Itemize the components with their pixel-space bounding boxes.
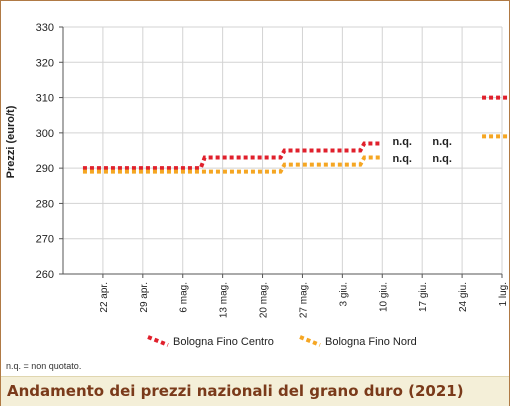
- x-tick-label: 27 mag.: [298, 282, 309, 318]
- series-line-nord: [82, 155, 383, 174]
- x-tick-label: 24 giu.: [458, 282, 469, 312]
- y-tick-label: 320: [36, 57, 54, 69]
- x-tick-label: 20 mag.: [259, 282, 270, 318]
- axes: [62, 27, 502, 275]
- nq-annotation: n.q.: [392, 136, 412, 148]
- y-tick-label: 300: [36, 128, 54, 140]
- y-tick-label: 330: [36, 22, 54, 34]
- y-tick-label: 290: [36, 163, 54, 175]
- price-chart: Prezzi (euro/t) 260 270 280 290 300 310 320 330…: [5, 22, 509, 348]
- legend-swatch: [299, 335, 321, 347]
- nq-annotation: n.q.: [392, 153, 412, 165]
- x-tick-label: 1 lug.: [498, 282, 509, 306]
- y-tick-label: 260: [36, 269, 54, 281]
- x-tick-label: 3 giu.: [338, 282, 349, 306]
- legend-label: Bologna Fino Centro: [173, 336, 274, 348]
- grid-lines: [63, 26, 503, 274]
- footnote: n.q. = non quotato.: [6, 361, 82, 371]
- x-tick-label: 17 giu.: [418, 282, 429, 312]
- x-tick-labels: 22 apr. 29 apr. 6 mag. 13 mag. 20 mag. 27 mag…: [99, 274, 509, 318]
- x-tick-label: 10 giu.: [378, 282, 389, 312]
- chart-title: Andamento dei prezzi nazionali del grano…: [7, 382, 464, 400]
- y-axis-title: Prezzi (euro/t): [5, 105, 17, 178]
- x-tick-label: 22 apr.: [99, 282, 110, 313]
- y-tick-label: 280: [36, 198, 54, 210]
- x-tick-label: 29 apr.: [139, 282, 150, 313]
- legend: Bologna Fino Centro Bologna Fino Nord: [147, 335, 417, 348]
- series-lines: [82, 95, 508, 174]
- annotations: n.q. n.q. n.q. n.q.: [392, 136, 451, 165]
- nq-annotation: n.q.: [432, 136, 452, 148]
- legend-label: Bologna Fino Nord: [325, 336, 417, 348]
- x-tick-label: 6 mag.: [179, 282, 190, 313]
- legend-swatch: [147, 335, 169, 347]
- x-tick-label: 13 mag.: [219, 282, 230, 318]
- y-tick-label: 310: [36, 93, 54, 105]
- y-tick-labels: 260 270 280 290 300 310 320 330: [36, 22, 63, 281]
- y-tick-label: 270: [36, 234, 54, 246]
- nq-annotation: n.q.: [432, 153, 452, 165]
- series-line-centro: [82, 141, 383, 171]
- title-bar: Andamento dei prezzi nazionali del grano…: [1, 376, 509, 406]
